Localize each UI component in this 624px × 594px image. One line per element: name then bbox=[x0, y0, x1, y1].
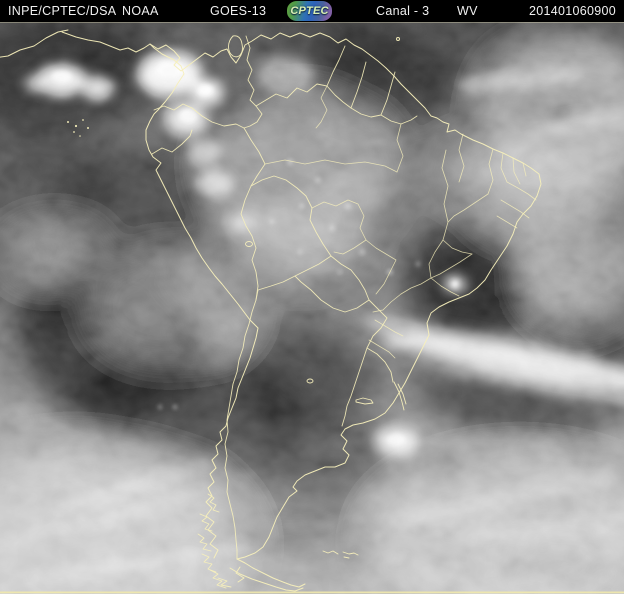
timestamp-label: 201401060900 bbox=[528, 4, 616, 18]
country-borders bbox=[151, 35, 418, 560]
channel-label: Canal - 3 bbox=[376, 4, 430, 18]
coastline-borders bbox=[0, 29, 542, 592]
agency-label: INPE/CPTEC/DSA bbox=[8, 4, 117, 18]
header-bar: INPE/CPTEC/DSA NOAA GOES-13 CPTEC Canal … bbox=[0, 0, 624, 22]
map-bottom-grid-line bbox=[0, 591, 624, 594]
satellite-label: GOES-13 bbox=[210, 4, 267, 18]
band-label: WV bbox=[457, 4, 478, 18]
water-vapor-satellite-image bbox=[0, 22, 624, 594]
state-borders bbox=[264, 85, 537, 359]
map-top-grid-line bbox=[0, 22, 624, 23]
organization-label: NOAA bbox=[122, 4, 159, 18]
cptec-logo-icon: CPTEC bbox=[287, 1, 332, 21]
galapagos-islands bbox=[67, 119, 89, 137]
texture-overlay-film bbox=[0, 22, 624, 594]
